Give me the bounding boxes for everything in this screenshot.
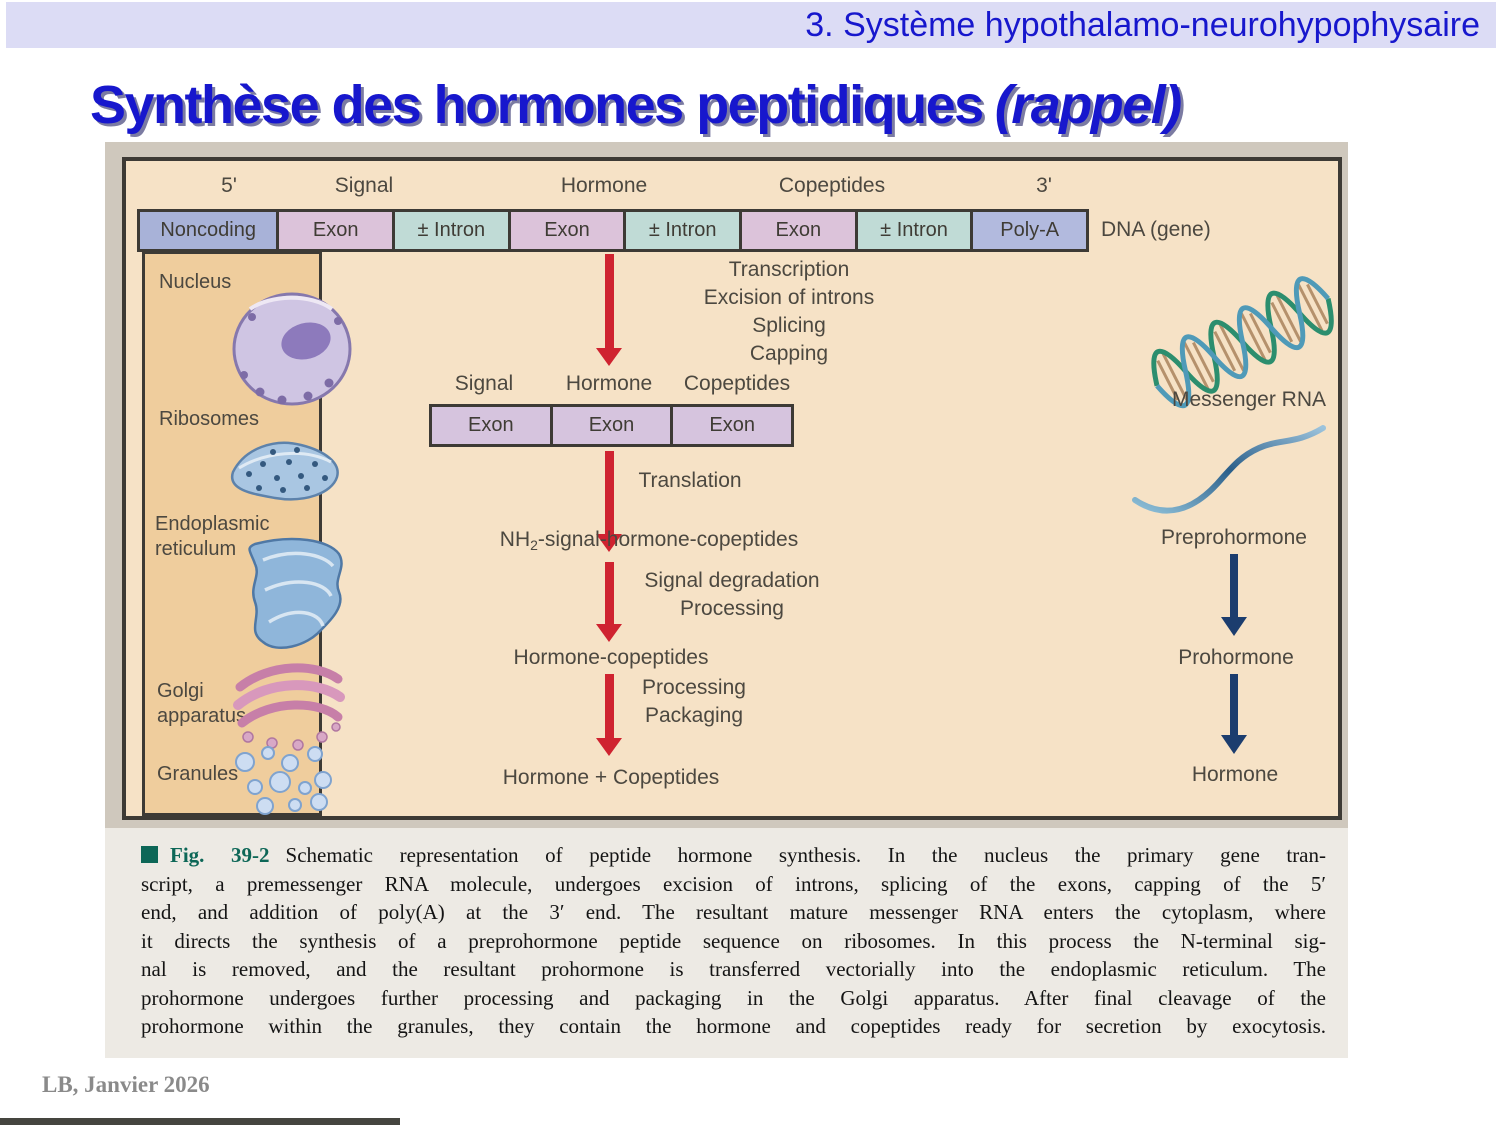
gene-segment-noncoding: Noncoding — [137, 209, 280, 252]
gene-segment-exon-3: Exon — [739, 209, 858, 252]
mrna-strand-illustration — [1132, 425, 1326, 514]
hormone-copeptides-label: Hormone-copeptides — [513, 646, 709, 669]
dna-gene-label: DNA (gene) — [1101, 218, 1211, 241]
mrna-region-label-signal: Signal — [454, 372, 514, 395]
mrna-segment-exon-2: Exon — [549, 404, 674, 447]
caption-line: script, a premessenger RNA molecule, und… — [141, 871, 1326, 896]
caption-fig-number: Fig. 39-2 — [170, 843, 270, 867]
transcription-steps: Transcription Excision of introns Splici… — [703, 258, 875, 365]
mrna-segment-exon-3: Exon — [670, 404, 795, 447]
translation-label: Translation — [638, 469, 742, 492]
organelle-label-golgi: Golgi apparatus — [157, 680, 246, 727]
dna-gene-bar: Noncoding Exon ± Intron Exon ± Intron Ex… — [137, 209, 1090, 252]
mrna-region-label-copeptides: Copeptides — [683, 372, 791, 395]
slide-bottom-edge — [0, 1118, 400, 1125]
messenger-rna-label: Messenger RNA — [1171, 388, 1327, 411]
organelle-label-er: Endoplasmic reticulum — [155, 513, 270, 560]
packaging-arrow — [596, 674, 622, 756]
page-title-text: Synthèse des hormones peptidiques — [90, 75, 984, 135]
figure-caption: Fig. 39-2 Schematic representation of pep… — [105, 828, 1348, 1058]
organelle-label-ribosomes: Ribosomes — [159, 408, 260, 430]
region-label-signal: Signal — [334, 174, 394, 197]
prohormone-label: Prohormone — [1178, 646, 1294, 669]
gene-segment-intron-1: ± Intron — [392, 209, 511, 252]
translation-arrow — [596, 451, 622, 552]
page-title-emphasis: (rappel) — [994, 75, 1183, 135]
gene-segment-intron-3: ± Intron — [854, 209, 974, 252]
region-label-3prime: 3' — [1036, 174, 1052, 197]
author-date-credit: LB, Janvier 2026 — [42, 1072, 210, 1097]
final-product-label: Hormone + Copeptides — [502, 766, 720, 789]
nucleus-illustration — [232, 292, 352, 406]
organelle-label-granules: Granules — [157, 763, 239, 785]
caption-line: end, and addition of poly(A) at the 3′ e… — [141, 900, 1326, 924]
gene-segment-polya: Poly-A — [970, 209, 1090, 252]
preprohormone-label: Preprohormone — [1161, 526, 1307, 549]
preprohormone-formula: NH2-signal-hormone-copeptides — [499, 528, 799, 553]
packaging-steps: Processing Packaging — [642, 676, 746, 727]
page-title: Synthèse des hormones peptidiques (rappel… — [90, 74, 1183, 136]
region-label-copeptides: Copeptides — [778, 174, 886, 197]
region-label-hormone: Hormone — [560, 174, 648, 197]
prohormone-to-hormone-arrow — [1220, 674, 1248, 754]
organelle-label-nucleus: Nucleus — [159, 271, 232, 293]
transcription-arrow — [596, 254, 622, 366]
region-label-5prime: 5' — [221, 174, 237, 197]
signal-degradation-arrow — [596, 562, 622, 642]
caption-line: prohormone undergoes further processing … — [141, 985, 1326, 1010]
mrna-segment-exon-1: Exon — [429, 404, 553, 447]
caption-bullet-icon — [141, 846, 158, 863]
hormone-label: Hormone — [1191, 763, 1279, 786]
figure-diagram: 5' Signal Hormone Copeptides 3' Noncodin… — [122, 157, 1342, 820]
granules-illustration — [235, 746, 332, 815]
dna-helix-illustration — [1151, 276, 1334, 409]
caption-line: prohormone within the granules, they con… — [141, 1014, 1326, 1038]
gene-segment-intron-2: ± Intron — [623, 209, 743, 252]
gene-segment-exon-1: Exon — [276, 209, 395, 252]
caption-line: nal is removed, and the resultant prohor… — [141, 957, 1326, 981]
caption-line: Fig. 39-2 Schematic representation of pep… — [141, 841, 1326, 870]
caption-line: it directs the synthesis of a preprohorm… — [141, 928, 1326, 953]
header-bar: 3. Système hypothalamo-neurohypophysaire — [6, 2, 1496, 48]
signal-degradation-steps: Signal degradation Processing — [644, 569, 820, 620]
ribosomes-illustration — [230, 441, 339, 501]
gene-segment-exon-2: Exon — [507, 209, 627, 252]
mrna-bar: Exon Exon Exon — [429, 404, 795, 447]
golgi-apparatus-illustration — [233, 663, 345, 751]
figure-scan: 5' Signal Hormone Copeptides 3' Noncodin… — [105, 142, 1348, 828]
mrna-region-label-hormone: Hormone — [565, 372, 653, 395]
endoplasmic-reticulum-illustration — [248, 537, 343, 650]
preprohormone-to-prohormone-arrow — [1220, 554, 1248, 636]
chapter-title: 3. Système hypothalamo-neurohypophysaire — [805, 6, 1480, 44]
organelle-column: Nucleus Ribosomes Endoplasmic reticulum … — [142, 251, 352, 816]
